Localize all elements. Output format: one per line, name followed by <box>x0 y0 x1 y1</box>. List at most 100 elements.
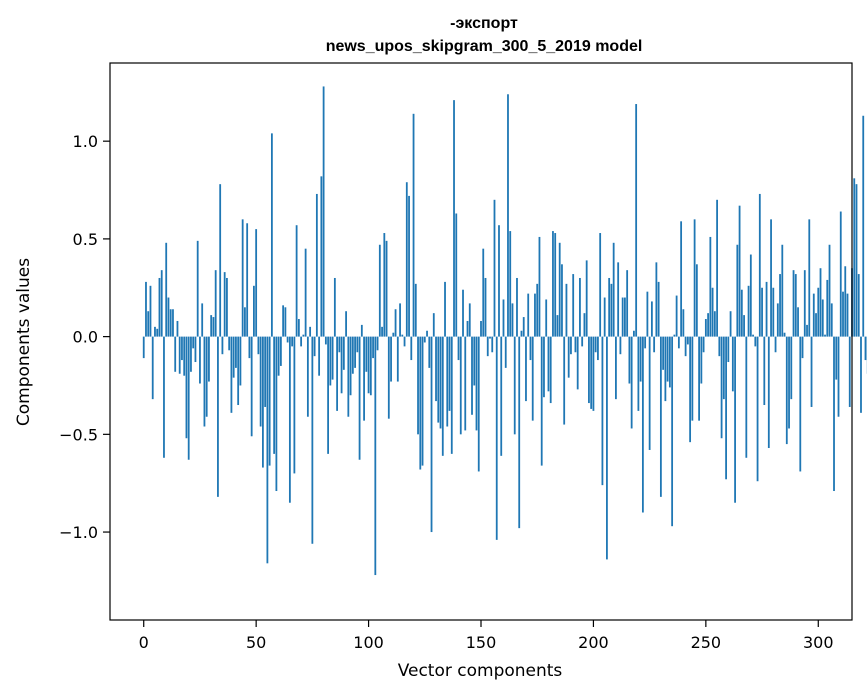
bar-89 <box>342 336 345 370</box>
bar-259 <box>725 336 727 480</box>
bar-93 <box>351 336 354 374</box>
bar-178 <box>543 336 545 398</box>
bar-24 <box>196 240 199 337</box>
bar-54 <box>264 336 267 407</box>
bar-137 <box>450 336 453 454</box>
bar-122 <box>417 336 419 435</box>
bar-59 <box>275 336 278 492</box>
bar-286 <box>785 336 788 445</box>
bar-272 <box>754 336 757 347</box>
bar-189 <box>567 336 570 378</box>
bar-297 <box>810 336 813 407</box>
y-tick-label: −0.5 <box>59 425 98 444</box>
bar-143 <box>464 336 467 431</box>
bar-14 <box>174 336 177 372</box>
bar-183 <box>554 233 557 337</box>
bar-208 <box>610 283 613 337</box>
bar-156 <box>493 199 496 337</box>
bar-13 <box>172 309 174 337</box>
y-axis-ticks: −1.0 −0.5 0.0 0.5 1.0 <box>59 132 110 542</box>
bar-253 <box>711 287 714 337</box>
bar-283 <box>779 274 781 337</box>
bar-112 <box>394 309 397 337</box>
bar-157 <box>495 336 498 540</box>
bar-167 <box>518 336 521 529</box>
bar-321 <box>864 336 867 361</box>
bar-1 <box>145 281 147 337</box>
bar-120 <box>412 113 415 337</box>
bar-50 <box>255 229 258 337</box>
bar-123 <box>419 336 422 470</box>
bar-62 <box>282 305 285 337</box>
bar-287 <box>788 336 790 429</box>
bar-258 <box>722 336 725 400</box>
bar-280 <box>772 287 775 337</box>
x-tick-label: 0 <box>139 633 149 652</box>
bar-195 <box>581 336 584 347</box>
bar-78 <box>318 336 321 376</box>
bar-25 <box>199 336 201 384</box>
bar-185 <box>558 242 561 337</box>
bar-173 <box>531 336 534 421</box>
bar-97 <box>360 324 363 337</box>
bar-240 <box>682 309 685 337</box>
bar-119 <box>410 336 413 361</box>
bar-291 <box>797 307 799 337</box>
x-axis-label: Vector components <box>398 661 563 681</box>
bar-211 <box>617 262 620 337</box>
bar-43 <box>239 336 242 386</box>
bar-235 <box>671 336 674 527</box>
bar-210 <box>615 336 617 400</box>
bar-269 <box>747 285 750 337</box>
bar-277 <box>765 281 768 337</box>
bar-52 <box>259 336 262 427</box>
bar-46 <box>246 223 249 337</box>
bar-234 <box>668 336 671 388</box>
bar-79 <box>320 176 323 337</box>
bar-141 <box>459 336 462 435</box>
bar-174 <box>534 293 536 337</box>
bar-12 <box>169 309 172 337</box>
y-tick-label: 1.0 <box>73 132 98 151</box>
bar-66 <box>291 336 294 347</box>
bar-188 <box>565 283 568 337</box>
bar-57 <box>270 133 273 337</box>
bar-34 <box>219 184 222 337</box>
bar-70 <box>300 336 303 347</box>
bar-209 <box>612 242 615 337</box>
bar-155 <box>491 336 494 353</box>
bar-105 <box>378 244 381 337</box>
bar-145 <box>468 303 471 337</box>
bar-45 <box>244 307 246 337</box>
bar-53 <box>262 336 264 468</box>
bar-86 <box>336 336 338 411</box>
bar-16 <box>178 336 181 374</box>
bar-216 <box>628 336 631 384</box>
chart-title-line2: news_upos_skipgram_300_5_2019 model <box>326 38 643 55</box>
bar-307 <box>833 336 835 492</box>
bar-182 <box>552 231 554 337</box>
bar-176 <box>538 236 541 337</box>
bar-92 <box>349 336 352 396</box>
bar-30 <box>210 315 213 337</box>
bar-316 <box>853 178 856 337</box>
bar-140 <box>457 336 460 361</box>
bar-267 <box>743 315 745 337</box>
bar-139 <box>455 213 458 337</box>
bar-212 <box>619 336 622 355</box>
bar-290 <box>794 274 797 337</box>
bar-151 <box>482 248 485 337</box>
bar-170 <box>525 336 527 402</box>
bar-36 <box>223 272 226 337</box>
bar-238 <box>677 336 680 349</box>
bar-305 <box>828 244 831 337</box>
bar-84 <box>331 336 334 380</box>
bar-180 <box>547 336 550 392</box>
bar-142 <box>462 289 464 337</box>
bar-116 <box>403 336 406 347</box>
bar-68 <box>295 225 298 337</box>
bar-21 <box>190 336 192 372</box>
bar-55 <box>266 336 269 564</box>
bar-27 <box>203 336 206 427</box>
